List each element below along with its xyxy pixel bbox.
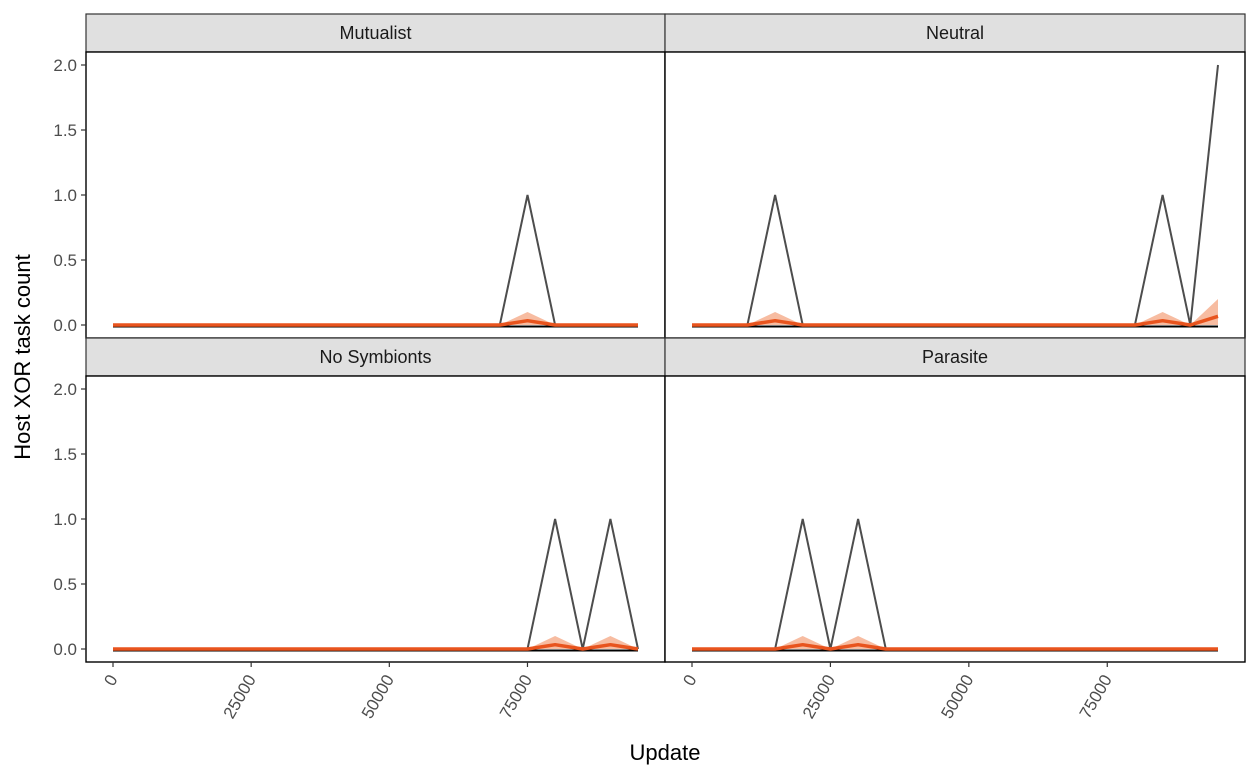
ribbon-area [113, 312, 638, 325]
y-tick-label: 2.0 [53, 56, 77, 75]
y-tick-label: 1.5 [53, 445, 77, 464]
strip-label: Mutualist [339, 23, 411, 43]
x-tick-label: 0 [100, 671, 121, 689]
plot-area [664, 51, 1246, 339]
mean-series-line [113, 318, 638, 327]
ribbon-area [692, 636, 1218, 649]
plot-area [85, 51, 666, 339]
strip-label: Neutral [926, 23, 984, 43]
y-tick-label: 1.0 [53, 510, 77, 529]
strip-label: Parasite [922, 347, 988, 367]
panel-neutral: Neutral [664, 13, 1246, 339]
y-axis-title: Host XOR task count [10, 254, 35, 459]
mean-series-line [113, 642, 639, 651]
x-tick-label: 25000 [799, 671, 839, 721]
x-tick-label: 50000 [937, 671, 977, 721]
mean-series-line [692, 314, 1219, 327]
y-tick-label: 1.0 [53, 186, 77, 205]
y-tick-label: 0.0 [53, 316, 77, 335]
x-tick-label: 50000 [358, 671, 398, 721]
strip-no-symbionts [85, 337, 666, 377]
x-tick-label: 25000 [220, 671, 260, 721]
y-tick-label: 0.5 [53, 575, 77, 594]
panel-parasite: Parasite [664, 337, 1246, 663]
plot-area [85, 375, 666, 663]
panels-layer: Mutualist Neutral No Symbionts Parasite [85, 13, 1246, 663]
x-tick-label: 75000 [1076, 671, 1116, 721]
plot-area [664, 375, 1246, 663]
strip-mutualist [85, 13, 666, 53]
strip-label: No Symbionts [319, 347, 431, 367]
y-tick-label: 1.5 [53, 121, 77, 140]
x-tick-label: 0 [679, 671, 700, 689]
y-tick-label: 0.5 [53, 251, 77, 270]
y-tick-label: 2.0 [53, 380, 77, 399]
strip-parasite [664, 337, 1246, 377]
panel-mutualist: Mutualist [85, 13, 666, 339]
panel-no-symbionts: No Symbionts [85, 337, 666, 663]
y-tick-label: 0.0 [53, 640, 77, 659]
strip-neutral [664, 13, 1246, 53]
x-axis-title: Update [630, 740, 701, 765]
x-tick-label: 75000 [496, 671, 536, 721]
mean-series-line [692, 642, 1218, 651]
